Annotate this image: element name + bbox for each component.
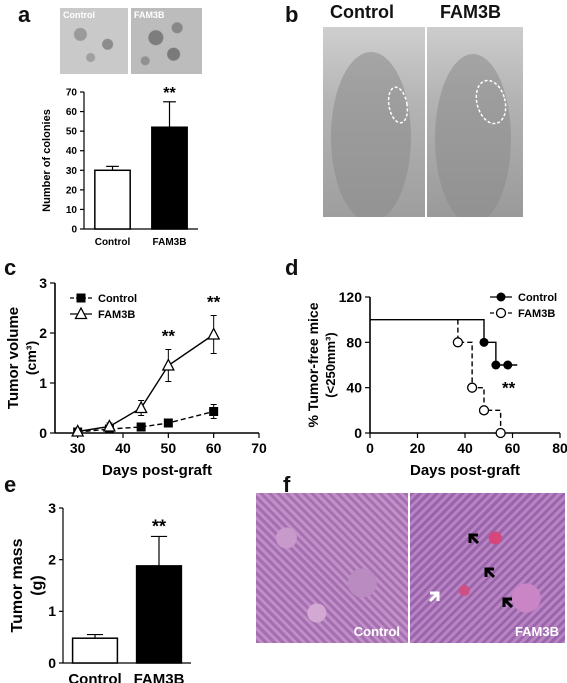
series-line-c-control: [77, 410, 214, 433]
y-tick-label-d: 40: [346, 380, 362, 396]
y-tick-label-c: 2: [39, 325, 47, 341]
panel-letter-c: c: [4, 255, 17, 280]
histology-photo-control: Control: [256, 493, 408, 643]
data-point-d-control: [479, 337, 489, 347]
x-axis-label-d: Days post-graft: [410, 462, 520, 479]
x-tick-label-d: 60: [505, 440, 521, 456]
x-tick-label-d: 40: [457, 440, 473, 456]
x-tick-label-c: 70: [251, 440, 267, 456]
colony-photo-control: Control: [60, 8, 128, 74]
mouse-photo-control: [323, 27, 425, 217]
y-tick-label-c: 1: [39, 375, 47, 391]
series-line-c-fam3b: [77, 333, 215, 433]
legend-marker-d-fam3b: [495, 307, 507, 319]
x-tick-label-c: 50: [161, 440, 177, 456]
data-point-c-fam3b: [134, 400, 148, 414]
y-tick-label-a: 30: [66, 166, 78, 177]
x-tick-label-c: 40: [115, 440, 131, 456]
x-tick-label-a: Control: [95, 237, 131, 248]
x-tick-label-c: 30: [70, 440, 86, 456]
y-tick-label-a: 60: [66, 107, 78, 118]
legend-label-d-control: Control: [518, 292, 557, 304]
y-tick-label-a: 10: [66, 205, 78, 216]
data-point-d-fam3b: [478, 405, 490, 416]
data-point-d-fam3b: [495, 427, 506, 439]
panel-letter-d: d: [285, 255, 299, 280]
colony-photo-fam3b: FAM3B: [131, 8, 202, 74]
bar-a-fam3b: [151, 126, 188, 230]
data-point-c-control: [163, 418, 173, 428]
y-tick-label-a: 50: [66, 127, 78, 138]
significance-e: **: [152, 516, 166, 536]
significance-d: **: [502, 378, 516, 397]
bar-e-fam3b: [135, 565, 183, 664]
colony-photo-label-control: Control: [63, 10, 95, 20]
x-tick-label-e: FAM3B: [134, 671, 185, 683]
y-axis-label-d: % Tumor-free mice: [305, 302, 321, 427]
y-tick-label-e: 2: [48, 552, 56, 568]
histology-label-fam3b: FAM3B: [514, 624, 559, 639]
significance-c: **: [207, 293, 221, 312]
legend-label-c-fam3b: FAM3B: [98, 309, 135, 321]
mouse-photo-fam3b: [427, 27, 523, 217]
y-tick-label-e: 1: [48, 603, 56, 619]
y-tick-label-d: 0: [354, 425, 362, 441]
y-tick-label-a: 20: [66, 185, 78, 196]
series-line-d-control: [370, 318, 518, 366]
data-point-d-control: [503, 360, 513, 370]
significance-c: **: [162, 327, 176, 346]
histology-photo-fam3b: FAM3B: [410, 493, 565, 643]
histology-label-control: Control: [353, 624, 400, 639]
panel-letter-f: f: [283, 472, 291, 497]
legend-marker-c-fam3b: [74, 306, 88, 320]
legend-label-d-fam3b: FAM3B: [518, 308, 555, 320]
data-point-c-control: [104, 424, 114, 434]
y-tick-label-c: 3: [39, 275, 47, 291]
bar-e-control: [71, 637, 119, 664]
panel-letter-a: a: [18, 2, 31, 27]
legend-marker-c-control: [76, 293, 86, 303]
x-tick-label-d: 80: [552, 440, 567, 456]
significance-a: **: [163, 85, 176, 102]
legend-label-c-control: Control: [98, 293, 137, 305]
data-point-d-fam3b: [466, 382, 478, 393]
data-point-c-fam3b: [207, 327, 221, 340]
data-point-c-fam3b: [102, 419, 116, 432]
colony-photo-label-fam3b: FAM3B: [134, 10, 165, 20]
y-tick-label-a: 40: [66, 146, 78, 157]
panel-letter-e: e: [4, 472, 17, 497]
x-tick-label-e: Control: [68, 671, 121, 683]
y-tick-label-d: 80: [346, 334, 362, 350]
x-axis-label-c: Days post-graft: [102, 462, 212, 479]
y-tick-label-a: 0: [71, 225, 77, 236]
y-axis-label-e: Tumor mass: [9, 538, 26, 632]
x-tick-label-d: 20: [410, 440, 426, 456]
y-tick-label-a: 70: [66, 88, 78, 99]
y-tick-label-e: 0: [48, 655, 56, 671]
series-line-d-fam3b: [457, 319, 502, 433]
x-tick-label-a: FAM3B: [153, 237, 187, 248]
y-axis-label-a: Number of colonies: [41, 109, 53, 212]
y-axis-unit-c: (cm³): [23, 341, 39, 375]
data-point-c-fam3b: [161, 358, 175, 371]
y-tick-label-d: 120: [339, 289, 363, 305]
panel-letter-b: b: [285, 2, 299, 27]
data-point-c-control: [73, 427, 83, 437]
mouse-photo-label-control: Control: [330, 2, 394, 22]
y-tick-label-c: 0: [39, 425, 47, 441]
mouse-photo-label-fam3b: FAM3B: [440, 2, 502, 22]
data-point-c-control: [136, 422, 146, 432]
y-tick-label-e: 3: [48, 500, 56, 516]
data-point-c-fam3b: [71, 424, 85, 437]
y-axis-label-c: Tumor volume: [5, 307, 22, 409]
data-point-d-fam3b: [452, 337, 464, 348]
bar-a-control: [94, 169, 131, 230]
data-point-d-control: [491, 360, 501, 370]
x-tick-label-d: 0: [366, 440, 374, 456]
y-axis-unit-d: (<250mm³): [323, 332, 338, 397]
legend-marker-d-control: [496, 292, 506, 302]
y-axis-unit-e: (g): [29, 575, 46, 595]
data-point-c-control: [209, 407, 219, 416]
x-tick-label-c: 60: [206, 440, 222, 456]
